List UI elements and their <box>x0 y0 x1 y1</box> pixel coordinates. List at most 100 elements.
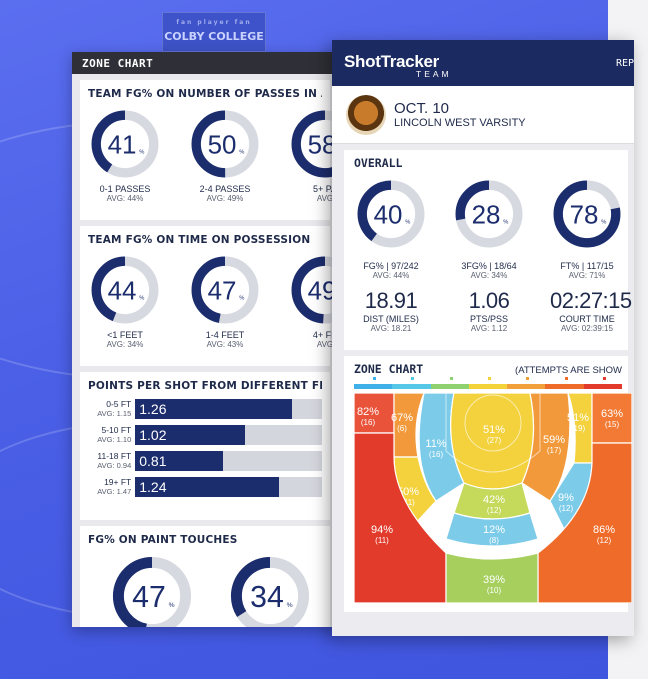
report-header: ZONE CHART <box>72 52 338 74</box>
zone-percent: 59% <box>543 434 565 446</box>
ring-label: FG% | 97/242 <box>363 261 419 271</box>
court-zone[interactable]: 42% (12) <box>453 482 531 520</box>
percent-sign: % <box>287 602 293 609</box>
bar-fill: 1.24 <box>135 477 280 497</box>
zone-percent: 94% <box>371 524 393 536</box>
ring-value: 50 <box>208 131 237 159</box>
ring-average: AVG: 34% <box>470 271 508 280</box>
percent-sign: % <box>139 295 144 301</box>
legend-swatch <box>507 377 546 389</box>
percent-sign: % <box>601 219 606 225</box>
zone-percent: 86% <box>593 524 615 536</box>
court-zone[interactable]: 12% (8) <box>445 512 539 547</box>
court-zone[interactable]: 86% (12) <box>537 442 632 603</box>
legend-swatch <box>583 377 622 389</box>
game-header: OCT. 10 LINCOLN WEST VARSITY <box>332 86 634 144</box>
court-zone[interactable]: 51% (19) <box>567 393 593 464</box>
overall-ring-item: 78 % FT% | 117/15 AVG: 71% <box>550 178 624 280</box>
percent-sign: % <box>239 295 244 301</box>
report-tab[interactable]: REP <box>615 58 634 69</box>
game-date: OCT. 10 <box>394 100 450 117</box>
ring-average: AVG <box>316 340 334 349</box>
shottracker-logo: ShotTracker TEAM <box>344 52 452 79</box>
stat-average: AVG: 18.21 <box>370 324 412 333</box>
section-title: FG% ON PAINT TOUCHES <box>88 534 238 546</box>
zone-percent: 11% <box>425 438 446 450</box>
percentage-ring: 49 % <box>291 256 338 324</box>
bar-label: 19+ FT AVG: 1.47 <box>97 477 132 496</box>
ring-value: 47 <box>208 277 237 305</box>
stat-ring-item: 50 % 2-4 PASSES AVG: 49% <box>188 108 262 203</box>
court-zone[interactable]: 39% (10) <box>445 552 539 603</box>
percentage-ring: 78 % <box>553 180 621 248</box>
zone-attempts: (12) <box>597 536 612 545</box>
ring-average: AVG: 43% <box>206 340 244 349</box>
zone-attempts: (11) <box>401 498 415 507</box>
court-zone[interactable]: 94% (11) <box>354 432 447 603</box>
free-throw-circle <box>464 394 522 452</box>
ring-value: 78 <box>570 201 599 229</box>
court-zone[interactable]: 51% (27) <box>450 393 535 490</box>
stat-ring-item: 44 % <1 FEET AVG: 34% <box>88 254 162 349</box>
court-zone-map[interactable]: 82% (16) 67% (6) 11% (16) 51% (27) 59% (… <box>354 393 632 603</box>
ring-value: 28 <box>472 201 501 229</box>
zone-percent: 63% <box>601 408 623 420</box>
zone-percent: 42% <box>483 494 505 506</box>
shottracker-app-panel: ShotTracker TEAM REP OCT. 10 LINCOLN WEST… <box>332 40 634 636</box>
stat-ring-item: 58 % 5+ PA AVG <box>288 108 338 203</box>
court-zone[interactable]: 63% (15) <box>591 393 632 444</box>
ring-value: 47 <box>132 581 166 614</box>
stat-average: AVG: 02:39:15 <box>561 324 613 333</box>
court-zone[interactable]: 82% (16) <box>354 393 395 434</box>
ring-label: 1-4 FEET <box>205 330 245 340</box>
stat-value: 18.91 <box>364 288 418 313</box>
stat-ring-item: 41 % 0-1 PASSES AVG: 44% <box>88 108 162 203</box>
ring-value: 34 <box>250 581 284 614</box>
ring-value: 44 <box>108 277 137 305</box>
zone-percent: 39% <box>483 574 505 586</box>
zone-percent: 9% <box>558 492 574 504</box>
section-title: POINTS PER SHOT FROM DIFFERENT FLOOR LOC… <box>88 380 322 392</box>
bar-fill: 1.02 <box>135 425 246 445</box>
percent-sign: % <box>405 219 410 225</box>
bar-label: 0-5 FT AVG: 1.15 <box>97 399 132 418</box>
points-bar-row: 19+ FT AVG: 1.47 1.24 <box>88 476 322 498</box>
zone-attempts: (17) <box>547 446 562 455</box>
percentage-ring: 47 % <box>112 556 192 627</box>
percentage-ring: 41 % <box>91 110 159 178</box>
bar-track: 1.24 <box>135 477 322 497</box>
zone-percent: 51% <box>567 412 589 424</box>
percent-sign: % <box>503 219 508 225</box>
zone-attempts: (16) <box>361 418 376 427</box>
ring-label: 4+ FE <box>312 330 338 340</box>
zone-percent: 67% <box>391 412 413 424</box>
stat-value: 02:27:15 <box>550 288 632 313</box>
percentage-ring: 28 % <box>455 180 523 248</box>
percentage-ring: 34 % <box>230 556 310 627</box>
points-bar-row: 11-18 FT AVG: 0.94 0.81 <box>88 450 322 472</box>
possession-time-section: TEAM FG% ON TIME ON POSSESSION 44 % <1 F… <box>80 226 338 366</box>
ring-label: <1 FEET <box>107 330 143 340</box>
percentage-ring: 40 % <box>357 180 425 248</box>
color-legend <box>354 377 622 389</box>
overall-stat: 02:27:15 COURT TIME AVG: 02:39:15 <box>550 288 632 333</box>
bar-track: 1.02 <box>135 425 322 445</box>
zone-percent: 51% <box>483 424 505 436</box>
ring-value: 58 <box>308 131 337 159</box>
legend-swatch <box>354 377 393 389</box>
zone-attempts: (12) <box>559 504 574 513</box>
ring-label: 5+ PA <box>312 184 338 194</box>
zone-percent: 12% <box>483 524 505 536</box>
ring-average: AVG <box>316 194 334 203</box>
bar-label: 11-18 FT AVG: 0.94 <box>97 451 132 470</box>
zone-attempts: (27) <box>487 436 502 445</box>
legend-swatch <box>545 377 584 389</box>
ring-label: 3FG% | 18/64 <box>461 261 517 271</box>
ring-value: 49 <box>308 277 337 305</box>
zone-chart-report-card: ZONE CHART TEAM FG% ON NUMBER OF PASSES … <box>72 52 338 627</box>
zone-attempts: (16) <box>429 450 444 459</box>
paint-touches-section: FG% ON PAINT TOUCHES 47 % 34 % <box>80 526 330 627</box>
bar-track: 0.81 <box>135 451 322 471</box>
zone-attempts: (15) <box>605 420 620 429</box>
court-zone[interactable]: 59% (17) <box>521 393 571 502</box>
